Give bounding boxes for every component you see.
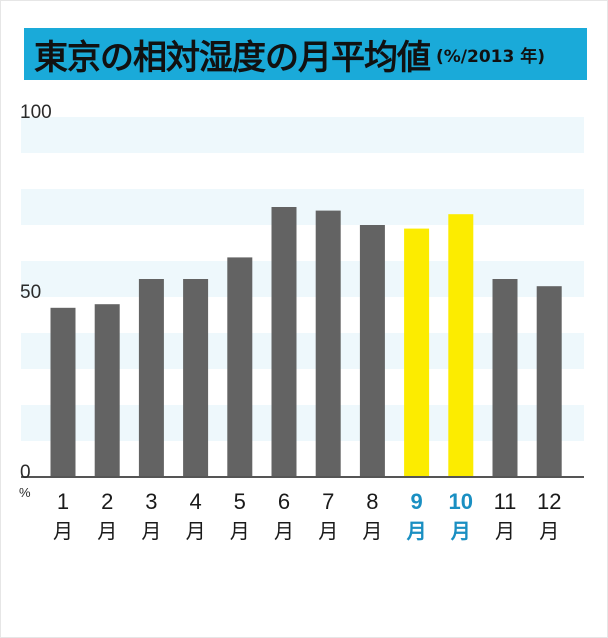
x-tick-number: 1 — [57, 489, 69, 514]
x-tick-month: 月 — [318, 519, 338, 543]
background-band — [21, 117, 584, 153]
bar-4 — [183, 279, 209, 477]
x-tick-month: 月 — [53, 519, 73, 543]
x-tick-month: 月 — [274, 519, 294, 543]
background-band — [21, 261, 584, 297]
bar-2 — [94, 304, 120, 477]
chart-title-unit: (%/2013 年) — [436, 46, 546, 67]
x-tick-month: 月 — [141, 519, 161, 543]
x-tick-number: 9 — [410, 489, 422, 514]
x-tick-month: 月 — [495, 519, 515, 543]
bar-5 — [227, 257, 253, 477]
bar-7 — [315, 210, 341, 477]
x-tick-number: 11 — [494, 489, 517, 514]
x-tick-month: 月 — [406, 519, 427, 543]
x-tick-month: 月 — [97, 519, 117, 543]
y-axis-unit: % — [19, 485, 31, 500]
bar-1 — [50, 307, 76, 477]
x-tick-month: 月 — [539, 519, 559, 543]
bar-12 — [536, 286, 562, 477]
bar-6 — [271, 207, 297, 477]
y-tick-label: 100 — [20, 102, 52, 123]
bar-3 — [138, 279, 164, 477]
bar-8 — [359, 225, 385, 477]
x-tick-month: 月 — [362, 519, 382, 543]
x-tick-number: 4 — [189, 489, 201, 514]
y-tick-label: 50 — [20, 282, 41, 303]
bar-10 — [448, 214, 474, 477]
x-tick-number: 10 — [449, 489, 473, 514]
y-axis-ticks: 0 50 100 — [20, 102, 52, 483]
y-tick-label: 0 — [20, 462, 31, 483]
x-tick-month: 月 — [186, 519, 206, 543]
x-axis-labels: 1 月 2 月 3 月 4 月 5 月 6 月 7 月 8 月 9 月 10 月 11 月 12 月 — [53, 489, 561, 543]
x-tick-number: 6 — [278, 489, 290, 514]
x-tick-number: 7 — [322, 489, 334, 514]
x-tick-number: 8 — [366, 489, 378, 514]
x-tick-month: 月 — [450, 519, 471, 543]
x-tick-number: 2 — [101, 489, 113, 514]
x-tick-number: 5 — [234, 489, 246, 514]
chart-title: 東京の相対湿度の月平均値 — [34, 37, 431, 78]
bar-9 — [404, 228, 430, 477]
x-tick-number: 12 — [537, 489, 561, 514]
bar-11 — [492, 279, 518, 477]
x-tick-month: 月 — [230, 519, 250, 543]
title-bar: 東京の相対湿度の月平均値 (%/2013 年) — [24, 28, 587, 80]
x-tick-number: 3 — [145, 489, 157, 514]
background-band — [21, 189, 584, 225]
bar-series — [50, 207, 562, 477]
